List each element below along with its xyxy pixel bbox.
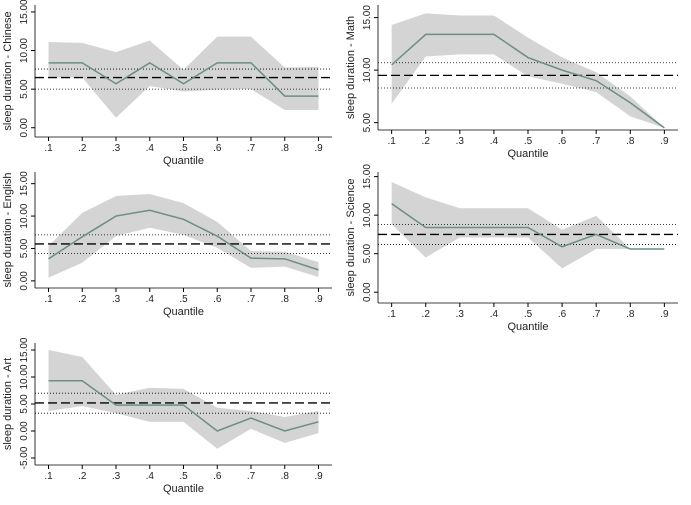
- x-tick-label: .3: [456, 309, 465, 320]
- x-tick-label: .3: [112, 471, 121, 482]
- panel: 0.00 5.00 10.00 15.00 .1 .2 .3 .4 .5 .6 .7 .8 .9 Quan…: [2, 171, 332, 318]
- x-tick-label: .1: [44, 471, 53, 482]
- ci-band: [48, 350, 319, 449]
- x-tick-label: .5: [524, 309, 533, 320]
- y-tick-label: 5.00: [362, 112, 373, 132]
- quantile-line: [391, 202, 665, 250]
- x-tick-label: .4: [146, 294, 155, 305]
- x-tick-label: .7: [247, 143, 256, 154]
- x-tick-label: .8: [281, 143, 290, 154]
- x-axis-label: Quantile: [508, 321, 549, 333]
- x-tick-label: .4: [146, 471, 155, 482]
- ci-band: [48, 194, 319, 278]
- y-axis-label: sleep duration - Art: [2, 358, 14, 450]
- x-tick-label: .8: [626, 309, 635, 320]
- x-tick-label: .1: [44, 143, 53, 154]
- x-tick-label: .3: [456, 136, 465, 147]
- y-tick-label: 15.00: [19, 171, 30, 196]
- x-axis-label: Quantile: [163, 155, 204, 167]
- y-tick-label: 0.00: [19, 271, 30, 291]
- x-tick-label: .3: [112, 143, 121, 154]
- panel: 5.00 10.00 15.00 .1 .2 .3 .4 .5 .6 .7 .8 .9 Quantile…: [345, 5, 678, 160]
- y-tick-label: 15.00: [19, 0, 30, 24]
- x-tick-label: .2: [422, 309, 431, 320]
- x-tick-label: .1: [387, 309, 396, 320]
- y-axis-label: sleep duration - Science: [345, 178, 357, 296]
- x-tick-label: .2: [78, 294, 87, 305]
- x-tick-label: .5: [524, 136, 533, 147]
- x-tick-label: .6: [213, 471, 222, 482]
- panel: -5.00 0.00 5.00 10.00 15.00 .1 .2 .3 .4 .5 .6 .7 .8.…: [2, 337, 332, 495]
- x-tick-label: .5: [179, 471, 188, 482]
- y-tick-label: 5.00: [19, 238, 30, 258]
- y-tick-label: 5.00: [19, 79, 30, 99]
- x-tick-label: .6: [558, 136, 567, 147]
- y-tick-label: 15.00: [19, 337, 30, 362]
- panel: 0.00 5.00 10.00 15.00 .1 .2 .3 .4 .5 .6 .7 .8 .9 Quan…: [345, 164, 678, 333]
- x-tick-label: .9: [314, 471, 323, 482]
- y-tick-label: 5.00: [19, 394, 30, 414]
- quantile-line: [48, 209, 319, 271]
- x-tick-label: .9: [314, 294, 323, 305]
- y-tick-label: 5.00: [362, 244, 373, 264]
- y-tick-label: 0.00: [19, 421, 30, 441]
- x-tick-label: .9: [660, 309, 669, 320]
- quantile-line: [391, 33, 665, 129]
- x-tick-label: .8: [281, 294, 290, 305]
- x-tick-label: .1: [387, 136, 396, 147]
- x-tick-label: .7: [592, 309, 601, 320]
- x-tick-label: .1: [44, 294, 53, 305]
- x-tick-label: .7: [247, 294, 256, 305]
- x-tick-label: .7: [592, 136, 601, 147]
- quantile-line: [48, 62, 319, 97]
- x-tick-label: .2: [78, 471, 87, 482]
- x-tick-label: .8: [626, 136, 635, 147]
- x-tick-label: .9: [660, 136, 669, 147]
- y-tick-label: 15.00: [362, 164, 373, 189]
- x-tick-label: .6: [213, 143, 222, 154]
- y-tick-label: 0.00: [362, 282, 373, 302]
- y-tick-label: 10.00: [362, 202, 373, 227]
- y-tick-label: -5.00: [19, 446, 30, 469]
- y-axis-label: sleep duration - Chinese: [2, 11, 14, 130]
- y-tick-label: 10.00: [362, 57, 373, 82]
- x-axis-label: Quantile: [508, 148, 549, 160]
- x-axis-label: Quantile: [163, 483, 204, 495]
- x-tick-label: .6: [558, 309, 567, 320]
- x-tick-label: .5: [179, 294, 188, 305]
- y-axis-label: sleep duration - English: [2, 173, 14, 288]
- y-tick-label: 10.00: [19, 203, 30, 228]
- ci-band: [391, 13, 665, 128]
- x-axis-label: Quantile: [163, 306, 204, 318]
- y-tick-label: 10.00: [19, 38, 30, 63]
- x-tick-label: .4: [146, 143, 155, 154]
- x-tick-label: .5: [179, 143, 188, 154]
- x-tick-label: .8: [281, 471, 290, 482]
- x-tick-label: .4: [490, 309, 499, 320]
- x-tick-label: .2: [422, 136, 431, 147]
- y-tick-label: 0.00: [19, 118, 30, 138]
- y-axis-label: sleep duration - Math: [345, 16, 357, 119]
- ci-band: [391, 182, 665, 269]
- x-tick-label: .6: [213, 294, 222, 305]
- y-tick-label: 10.00: [19, 364, 30, 389]
- x-tick-label: .2: [78, 143, 87, 154]
- x-tick-label: .4: [490, 136, 499, 147]
- panel: 0.00 5.00 10.00 15.00 .1 .2 .3 .4 .5 .6 .7 .8 .9 Quan…: [2, 0, 332, 167]
- x-tick-label: .9: [314, 143, 323, 154]
- y-tick-label: 15.00: [362, 5, 373, 30]
- x-tick-label: .7: [247, 471, 256, 482]
- x-tick-label: .3: [112, 294, 121, 305]
- quantile-line: [48, 380, 319, 432]
